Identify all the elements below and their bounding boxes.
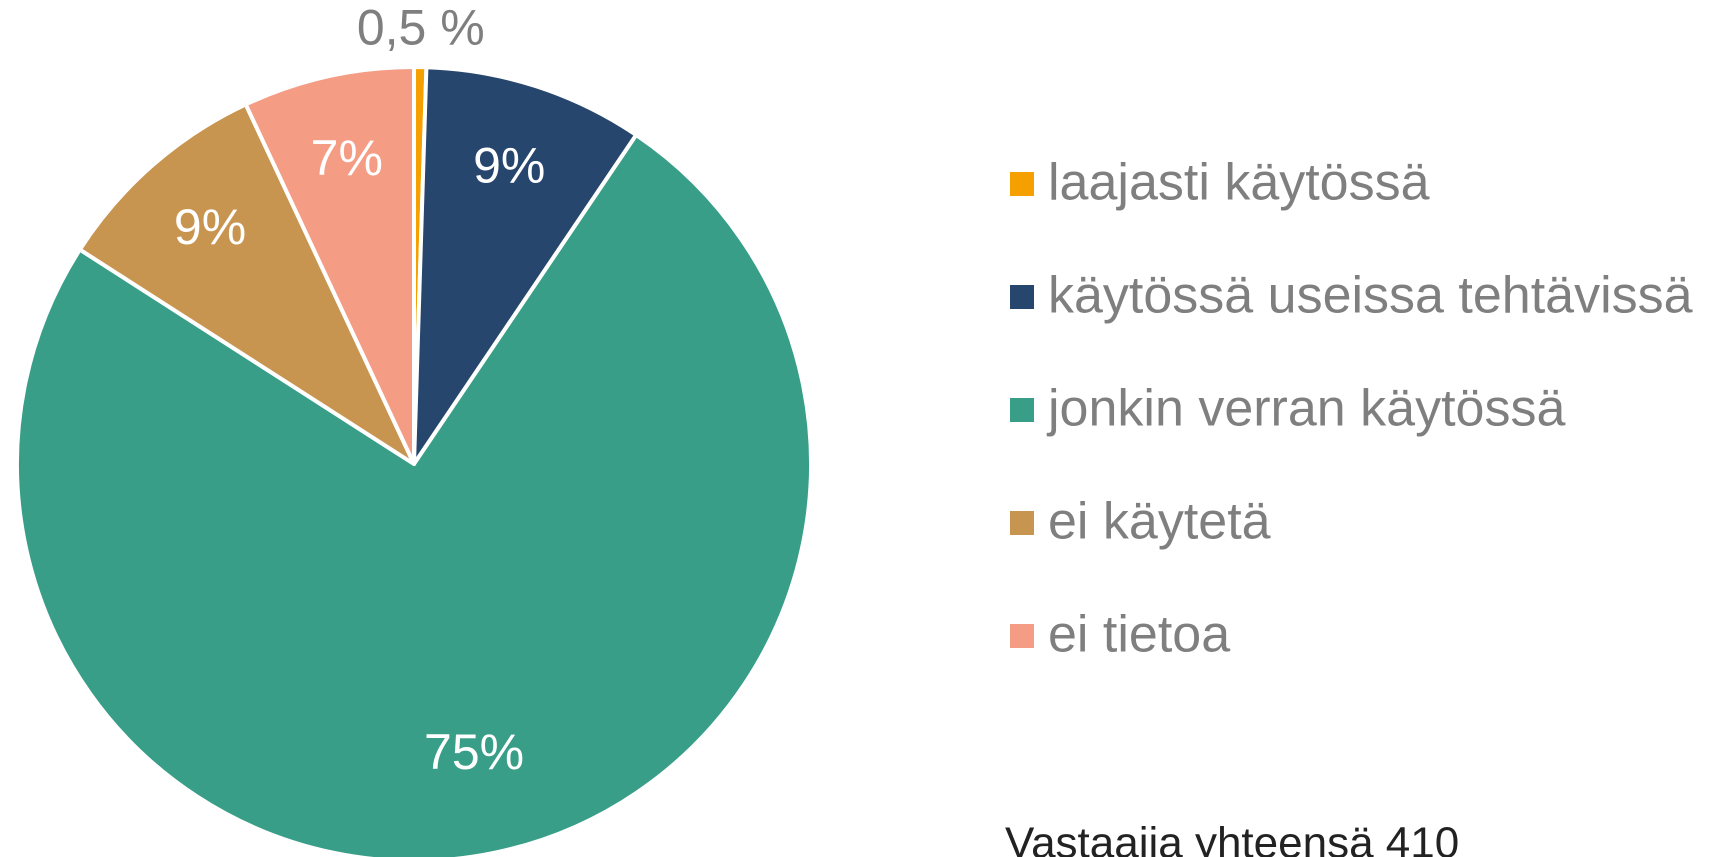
legend-swatch [1010, 624, 1034, 648]
legend-swatch [1010, 511, 1034, 535]
data-label: 0,5 % [357, 0, 485, 55]
pie-slice [243, 65, 416, 466]
data-label: 75% [424, 724, 524, 780]
data-label: 7% [311, 130, 383, 186]
pie-slice [15, 132, 813, 857]
legend-label: jonkin verran käytössä [1046, 380, 1565, 438]
footnote: Vastaajia yhteensä 410 [1005, 819, 1459, 857]
pie-slice [412, 65, 639, 466]
legend-label: ei tietoa [1048, 606, 1230, 664]
data-label: 9% [473, 138, 545, 194]
legend-label: ei käytetä [1048, 493, 1271, 551]
legend-swatch [1010, 285, 1034, 309]
legend-swatch [1010, 172, 1034, 196]
pie-slice [77, 102, 416, 466]
data-label: 9% [174, 199, 246, 255]
legend-swatch [1010, 398, 1034, 422]
legend-label: laajasti käytössä [1048, 154, 1430, 212]
legend-label: käytössä useissa tehtävissä [1048, 267, 1693, 325]
